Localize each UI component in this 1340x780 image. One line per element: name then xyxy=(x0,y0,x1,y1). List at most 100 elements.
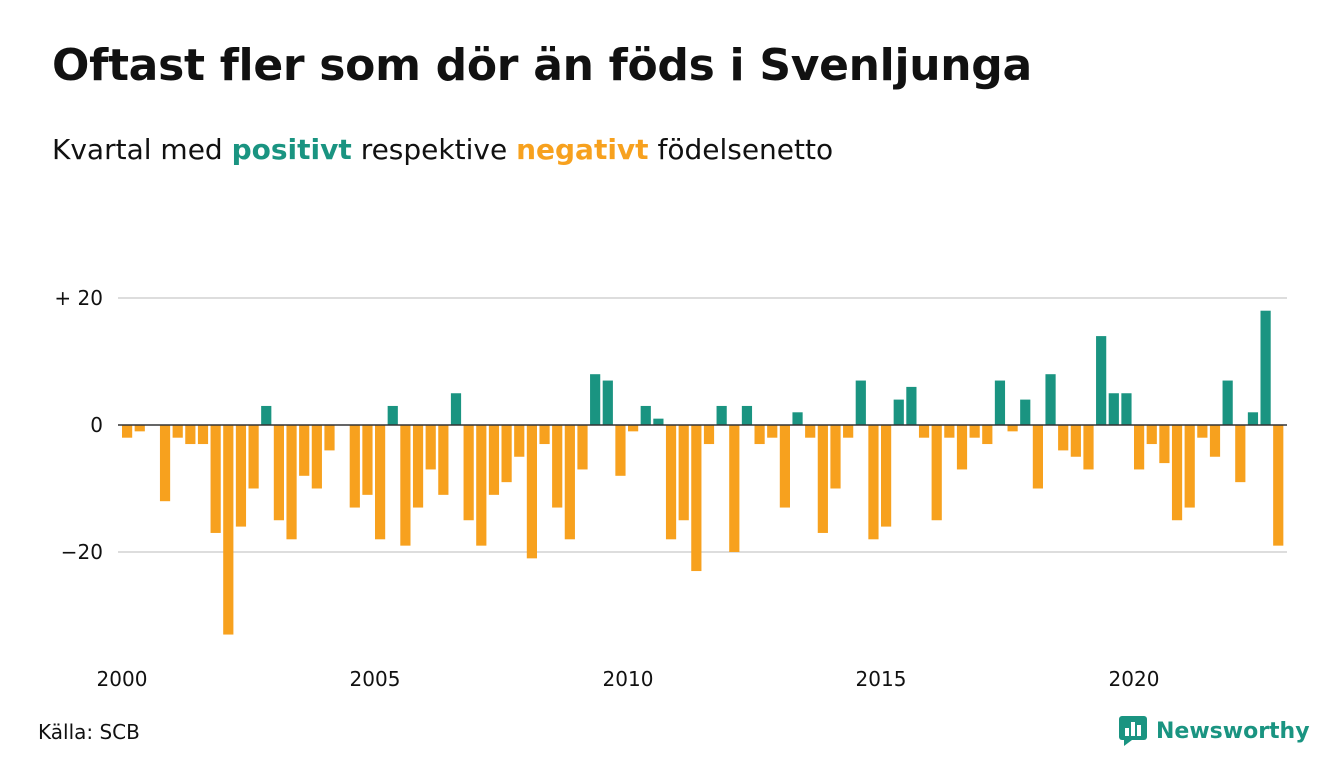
bar: 2004 Q3: -13 xyxy=(349,425,360,508)
bar: 2000 Q4: -12 xyxy=(159,425,171,502)
bar: 2020 Q3: -6 xyxy=(1159,425,1170,464)
bar: 2009 Q1: -7 xyxy=(577,425,588,470)
bar: 2002 Q3: -10 xyxy=(248,425,259,489)
bar: 2008 Q1: -21 xyxy=(526,425,537,559)
bar: 2005 Q1: -18 xyxy=(375,425,386,540)
bar: 2019 Q1: -7 xyxy=(1083,425,1094,470)
bar: 2000 Q1: -2 xyxy=(122,425,133,438)
bar: 2007 Q2: -11 xyxy=(488,425,500,495)
bar: 2013 Q1: -13 xyxy=(779,425,790,508)
y-tick-label: −20 xyxy=(61,540,103,564)
bar: 2014 Q4: -18 xyxy=(868,425,879,540)
bar: 2017 Q1: -3 xyxy=(982,425,993,445)
bar: 2001 Q1: -2 xyxy=(172,425,183,438)
bar: 2013 Q3: -2 xyxy=(805,425,816,438)
bar: 2018 Q1: -10 xyxy=(1032,425,1043,489)
bar: 2003 Q1: -15 xyxy=(273,425,284,521)
x-tick-label: 2000 xyxy=(97,667,148,691)
brand-name: Newsworthy xyxy=(1156,718,1310,744)
bar: 2004 Q4: -11 xyxy=(362,425,373,495)
bar: 2016 Q1: -15 xyxy=(931,425,942,521)
bar: 2001 Q3: -3 xyxy=(197,425,209,445)
bar: 2014 Q3: 7 xyxy=(855,380,866,425)
bar: 2006 Q3: 5 xyxy=(450,393,462,425)
bar: 2019 Q4: 5 xyxy=(1121,393,1132,425)
bar: 2000 Q2: -1 xyxy=(134,425,145,432)
subtitle-prefix: Kvartal med xyxy=(52,133,223,166)
bar: 2021 Q2: -2 xyxy=(1197,425,1208,438)
bar: 2006 Q2: -11 xyxy=(438,425,449,495)
bar: 2010 Q3: 1 xyxy=(653,418,664,425)
bar: 2019 Q2: 14 xyxy=(1096,336,1107,425)
bar: 2020 Q2: -3 xyxy=(1146,425,1157,445)
bar: 2018 Q3: -4 xyxy=(1058,425,1069,451)
subtitle-negative-word: negativt xyxy=(516,133,649,166)
y-tick-label: 0 xyxy=(90,413,103,437)
bar: 2022 Q2: 2 xyxy=(1247,412,1259,425)
bar: 2021 Q4: 7 xyxy=(1222,380,1233,425)
bar: 2007 Q3: -9 xyxy=(501,425,512,483)
bar: 2018 Q4: -5 xyxy=(1070,425,1081,457)
bar: 2001 Q4: -17 xyxy=(210,425,221,533)
bar: 2004 Q1: -4 xyxy=(324,425,335,451)
x-axis-tick-labels: 2000 2005 2010 2015 2020 xyxy=(97,667,1160,691)
bar: 2001 Q2: -3 xyxy=(185,425,196,445)
bar: 2009 Q4: -8 xyxy=(615,425,626,476)
bar: 2010 Q1: -1 xyxy=(628,425,639,432)
bar: 2009 Q3: 7 xyxy=(602,380,613,425)
bar: 2016 Q2: -2 xyxy=(944,425,955,438)
bar: 2019 Q3: 5 xyxy=(1108,393,1119,425)
bar: 2011 Q1: -15 xyxy=(678,425,689,521)
bar: 2017 Q2: 7 xyxy=(994,380,1006,425)
grid-lines xyxy=(118,297,1287,553)
bar: 2015 Q1: -16 xyxy=(881,425,892,527)
subtitle-suffix: födelsenetto xyxy=(657,133,834,166)
bar: 2011 Q2: -23 xyxy=(691,425,702,572)
bar: 2012 Q2: 3 xyxy=(741,405,753,425)
bar: 2013 Q4: -17 xyxy=(817,425,828,533)
bar: 2007 Q1: -19 xyxy=(476,425,487,546)
bar: 2012 Q3: -3 xyxy=(754,425,765,445)
subtitle-middle: respektive xyxy=(360,133,508,166)
bar: 2003 Q4: -10 xyxy=(311,425,322,489)
source-label: Källa: SCB xyxy=(38,720,140,744)
bar: 2020 Q4: -15 xyxy=(1171,425,1183,521)
bar: 2015 Q3: 6 xyxy=(906,386,917,425)
x-tick-label: 2020 xyxy=(1109,667,1160,691)
bar: 2015 Q2: 4 xyxy=(893,399,904,425)
bar: 2002 Q2: -16 xyxy=(235,425,247,527)
bar: 2022 Q3: 18 xyxy=(1260,310,1271,425)
bar: 2010 Q2: 3 xyxy=(640,405,651,425)
bar: 2017 Q3: -1 xyxy=(1007,425,1018,432)
subtitle-positive-word: positivt xyxy=(231,133,352,166)
bar: 2013 Q2: 2 xyxy=(792,412,803,425)
bar: 2021 Q3: -5 xyxy=(1209,425,1221,457)
bar: 2014 Q2: -2 xyxy=(843,425,854,438)
bar: 2020 Q1: -7 xyxy=(1134,425,1145,470)
bar: 2002 Q4: 3 xyxy=(261,405,272,425)
bar: 2011 Q4: 3 xyxy=(716,405,727,425)
bar: 2007 Q4: -5 xyxy=(514,425,525,457)
bar: 2003 Q2: -18 xyxy=(286,425,297,540)
y-tick-label: + 20 xyxy=(54,286,103,310)
bar: 2008 Q3: -13 xyxy=(552,425,563,508)
bar: 2016 Q4: -2 xyxy=(969,425,980,438)
bar: 2016 Q3: -7 xyxy=(956,425,968,470)
bar: 2009 Q2: 8 xyxy=(590,374,601,425)
bar: 2018 Q2: 8 xyxy=(1045,374,1056,425)
bar: 2022 Q1: -9 xyxy=(1235,425,1246,483)
bar: 2008 Q4: -18 xyxy=(564,425,575,540)
bar: 2005 Q3: -19 xyxy=(400,425,411,546)
bar: 2014 Q1: -10 xyxy=(830,425,841,489)
x-tick-label: 2005 xyxy=(350,667,401,691)
bar: 2003 Q3: -8 xyxy=(299,425,310,476)
bar: 2002 Q1: -33 xyxy=(223,425,234,635)
bar: 2015 Q4: -2 xyxy=(918,425,930,438)
chart-title: Oftast fler som dör än föds i Svenljunga xyxy=(52,40,1032,91)
bar: 2005 Q4: -13 xyxy=(412,425,424,508)
x-tick-label: 2010 xyxy=(603,667,654,691)
brand-logo: Newsworthy xyxy=(1118,714,1310,748)
y-axis-tick-labels: + 20 0 −20 xyxy=(54,286,103,564)
bar: 2005 Q2: 3 xyxy=(387,405,398,425)
